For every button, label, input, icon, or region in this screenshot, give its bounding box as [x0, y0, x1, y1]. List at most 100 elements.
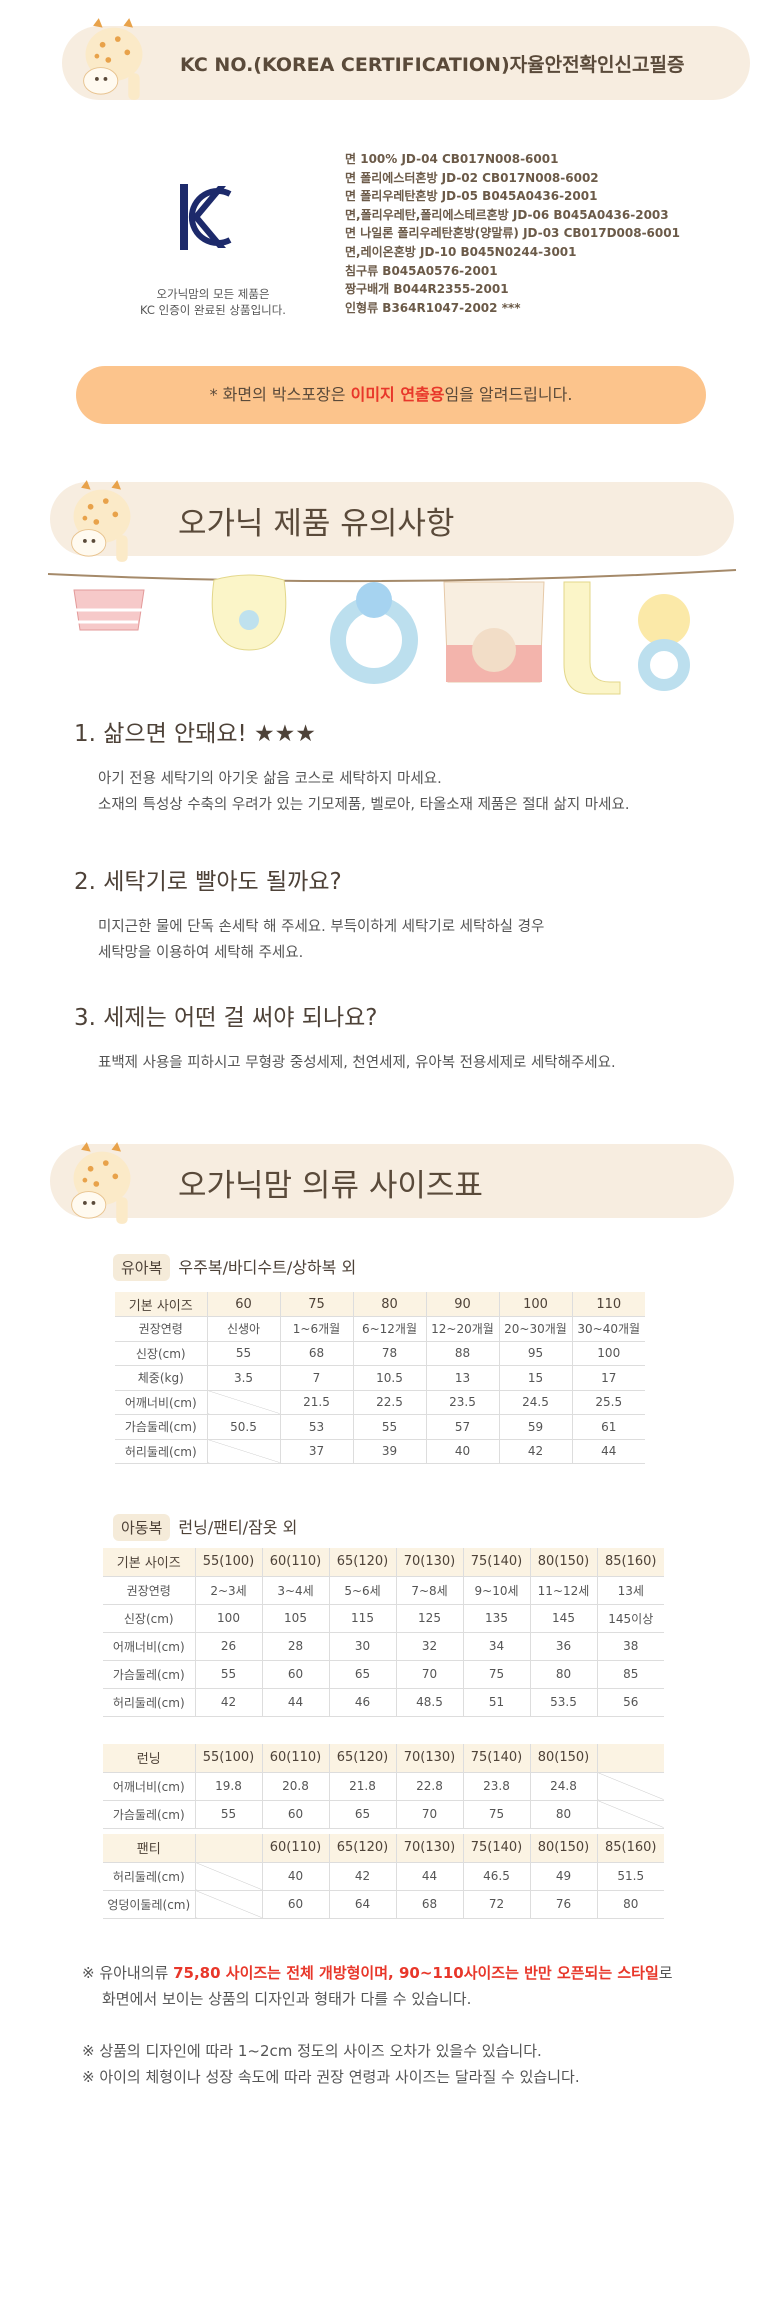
size-cell: 런닝 — [103, 1744, 195, 1773]
size-cell: 135 — [462, 1604, 530, 1633]
size-cell: 48.5 — [395, 1688, 463, 1717]
care-text: 표백제 사용을 피하시고 무형광 중성세제, 천연세제, 유아복 전용세제로 세… — [98, 1050, 616, 1076]
size-cell: 80 — [352, 1292, 426, 1317]
size-cell: 13세 — [596, 1576, 664, 1605]
size-cell: 75 — [462, 1660, 530, 1689]
infant-table: 기본 사이즈 60 75 80 90 100 110 권장연령 신생아 1~6개월 6~12개월 12… — [115, 1292, 645, 1464]
certification: 면 나일론 폴리우레탄혼방(양말류) JD-03 CB017D008-6001 — [345, 226, 680, 241]
size-cell: 60 — [261, 1800, 329, 1829]
size-cell: 51 — [462, 1688, 530, 1717]
kc-banner: KC NO.(KOREA CERTIFICATION)자율안전확인신고필증 — [62, 26, 750, 100]
certification: 침구류 B045A0576-2001 — [345, 263, 498, 278]
size-cell: 75(140) — [462, 1744, 530, 1773]
size-cell: 75 — [279, 1292, 353, 1317]
size-cell: 145 — [529, 1604, 597, 1633]
size-cell: 65 — [328, 1800, 396, 1829]
infant-desc: 우주복/바디수트/상하복 외 — [178, 1258, 357, 1277]
size-row: 팬티 60(110) 65(120) 70(130) 75(140) 80(150) 85(… — [103, 1834, 664, 1863]
size-cell: 70(130) — [395, 1744, 463, 1773]
size-cell: 신장(cm) — [115, 1341, 207, 1366]
size-cell: 70 — [395, 1660, 463, 1689]
size-cell: 65(120) — [328, 1744, 396, 1773]
size-cell: 51.5 — [596, 1862, 664, 1891]
size-cell: 17 — [571, 1365, 645, 1391]
size-cell: 3~4세 — [261, 1576, 329, 1605]
size-cell: 신장(cm) — [103, 1604, 195, 1633]
size-row: 체중(kg) 3.5 7 10.5 13 15 17 — [115, 1365, 645, 1391]
size-cell: 68 — [395, 1890, 463, 1919]
size-cell: 22.8 — [395, 1772, 463, 1801]
size-cell: 105 — [261, 1604, 329, 1633]
size-cell: 75 — [462, 1800, 530, 1829]
kc-logo — [180, 184, 232, 250]
size-cell: 23.5 — [425, 1390, 499, 1415]
note-line: ※ 상품의 디자인에 따라 1~2cm 정도의 사이즈 오차가 있을수 있습니다… — [82, 2042, 542, 2060]
kc-caption: 오가닉맘의 모든 제품은 KC 인증이 완료된 상품입니다. — [113, 286, 313, 318]
size-cell: 65(120) — [328, 1834, 396, 1863]
size-cell: 49 — [529, 1862, 597, 1891]
size-row: 어깨너비(cm) 19.8 20.8 21.8 22.8 23.8 24.8 — [103, 1772, 664, 1801]
size-row: 기본 사이즈 60 75 80 90 100 110 — [115, 1292, 645, 1317]
size-cell: 24.8 — [529, 1772, 597, 1801]
size-cell: 88 — [425, 1341, 499, 1366]
size-cell: 46.5 — [462, 1862, 530, 1891]
size-row: 기본 사이즈 55(100) 60(110) 65(120) 70(130) 75(140… — [103, 1548, 664, 1577]
size-row: 신장(cm) 55 68 78 88 95 100 — [115, 1341, 645, 1366]
size-cell: 80 — [529, 1660, 597, 1689]
size-cell: 11~12세 — [529, 1576, 597, 1605]
size-cell: 85(160) — [596, 1834, 664, 1863]
care-line: 소재의 특성상 수축의 우려가 있는 기모제품, 벨로아, 타올소재 제품은 절… — [98, 797, 630, 813]
size-cell: 64 — [328, 1890, 396, 1919]
size-cell: 60 — [261, 1660, 329, 1689]
size-cell: 10.5 — [352, 1365, 426, 1391]
size-cell: 9~10세 — [462, 1576, 530, 1605]
size-cell — [194, 1834, 262, 1863]
size-cell: 팬티 — [103, 1834, 195, 1863]
size-cell: 23.8 — [462, 1772, 530, 1801]
size-cell: 72 — [462, 1890, 530, 1919]
size-cell: 80 — [596, 1890, 664, 1919]
size-cell: 95 — [498, 1341, 572, 1366]
size-cell: 60 — [261, 1890, 329, 1919]
size-cell: 20.8 — [261, 1772, 329, 1801]
size-row: 허리둘레(cm) 37 39 40 42 44 — [115, 1439, 645, 1464]
size-cell — [194, 1862, 262, 1891]
certification: 짱구배개 B044R2355-2001 — [345, 282, 509, 297]
size-cell: 6~12개월 — [352, 1316, 426, 1342]
size-cell: 76 — [529, 1890, 597, 1919]
size-cell: 90 — [425, 1292, 499, 1317]
size-cell: 5~6세 — [328, 1576, 396, 1605]
size-cell: 80(150) — [529, 1834, 597, 1863]
size-cell: 25.5 — [571, 1390, 645, 1415]
size-cell: 80 — [529, 1800, 597, 1829]
kids-tag: 아동복 — [113, 1514, 171, 1541]
size-row: 어깨너비(cm) 26 28 30 32 34 36 38 — [103, 1632, 664, 1661]
clothesline-illustration — [47, 569, 737, 695]
size-cell: 61 — [571, 1414, 645, 1440]
size-cell: 42 — [328, 1862, 396, 1891]
size-cell: 36 — [529, 1632, 597, 1661]
size-cell: 26 — [194, 1632, 262, 1661]
size-row: 권장연령 2~3세 3~4세 5~6세 7~8세 9~10세 11~12세 13세 — [103, 1576, 664, 1605]
kids-desc: 런닝/팬티/잠옷 외 — [178, 1518, 298, 1537]
notice-text: * 화면의 박스포장은 — [209, 385, 351, 404]
kc-caption-line: 오가닉맘의 모든 제품은 — [156, 287, 270, 301]
size-row: 허리둘레(cm) 40 42 44 46.5 49 51.5 — [103, 1862, 664, 1891]
size-row: 허리둘레(cm) 42 44 46 48.5 51 53.5 56 — [103, 1688, 664, 1717]
size-row: 권장연령 신생아 1~6개월 6~12개월 12~20개월 20~30개월 30~40개월 — [115, 1316, 645, 1342]
size-row: 가슴둘레(cm) 55 60 65 70 75 80 — [103, 1800, 664, 1829]
size-cell: 15 — [498, 1365, 572, 1391]
notice-text: 임을 알려드립니다. — [444, 385, 573, 404]
care-line: 세탁망을 이용하여 세탁해 주세요. — [98, 945, 304, 961]
size-cell: 55 — [194, 1800, 262, 1829]
size-cell: 60(110) — [261, 1548, 329, 1577]
size-cell: 44 — [571, 1439, 645, 1464]
size-cell: 38 — [596, 1632, 664, 1661]
size-cell: 70 — [395, 1800, 463, 1829]
notice-highlight: 이미지 연출용 — [350, 385, 445, 404]
size-cell: 55(100) — [194, 1548, 262, 1577]
size-cell: 55(100) — [194, 1744, 262, 1773]
size-cell — [596, 1800, 664, 1829]
